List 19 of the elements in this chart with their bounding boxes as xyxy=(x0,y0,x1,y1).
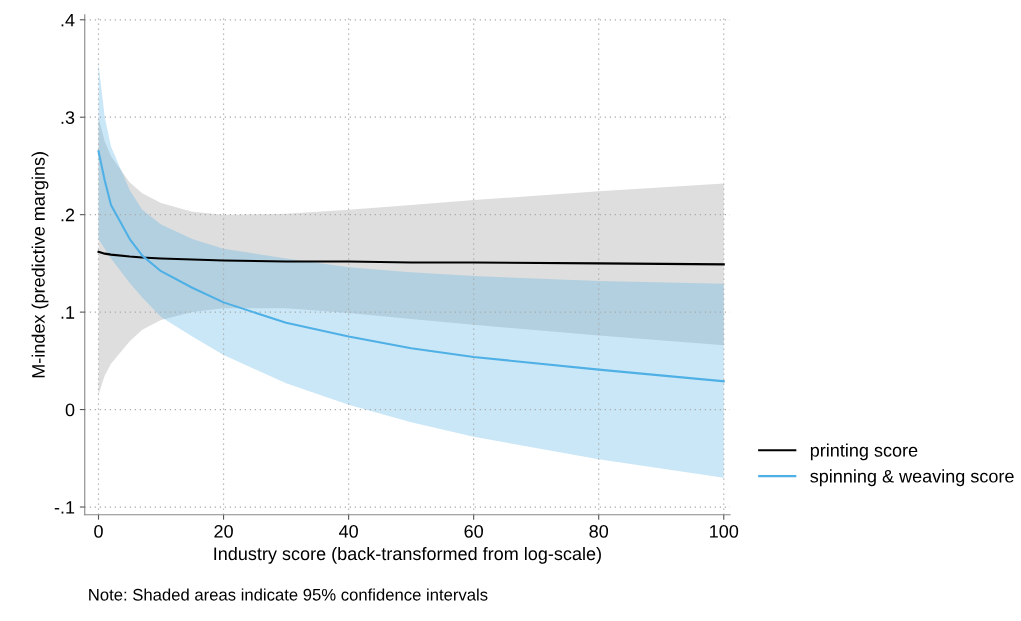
legend-label: printing score xyxy=(810,443,918,461)
y-tick-label: .4 xyxy=(61,13,75,27)
line-series xyxy=(97,250,725,266)
x-tick-label: 40 xyxy=(338,525,358,538)
x-tick-label: 80 xyxy=(589,525,609,538)
legend-label: spinning & weaving score xyxy=(810,469,1014,487)
y-tick-label: 0 xyxy=(65,403,75,417)
x-tick-label: 20 xyxy=(214,525,233,538)
line-series xyxy=(97,150,725,383)
y-tick-label: .1 xyxy=(61,306,75,319)
y-tick-label: .2 xyxy=(61,208,75,222)
x-tick-label: 60 xyxy=(464,525,483,538)
text: Note: Shaded areas indicate 95% confidence intervals xyxy=(89,588,488,601)
y-axis-title: M-index (predictive margins) xyxy=(31,152,49,378)
y-tick-label: .3 xyxy=(61,111,75,124)
x-axis-title: Industry score (back-transformed from log-scale) xyxy=(214,546,601,564)
y-tick-label: -.1 xyxy=(54,501,75,514)
x-tick-label: 100 xyxy=(710,525,739,538)
x-tick-label: 0 xyxy=(94,525,103,538)
